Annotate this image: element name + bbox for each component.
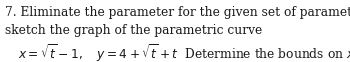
Text: $x = \sqrt{t} - 1, \quad y = 4 + \sqrt{t} + t$  Determine the bounds on $x$&$y$.: $x = \sqrt{t} - 1, \quad y = 4 + \sqrt{t… <box>18 42 350 62</box>
Text: 7. Eliminate the parameter for the given set of parametric equations: 7. Eliminate the parameter for the given… <box>5 6 350 19</box>
Text: sketch the graph of the parametric curve: sketch the graph of the parametric curve <box>5 24 262 37</box>
